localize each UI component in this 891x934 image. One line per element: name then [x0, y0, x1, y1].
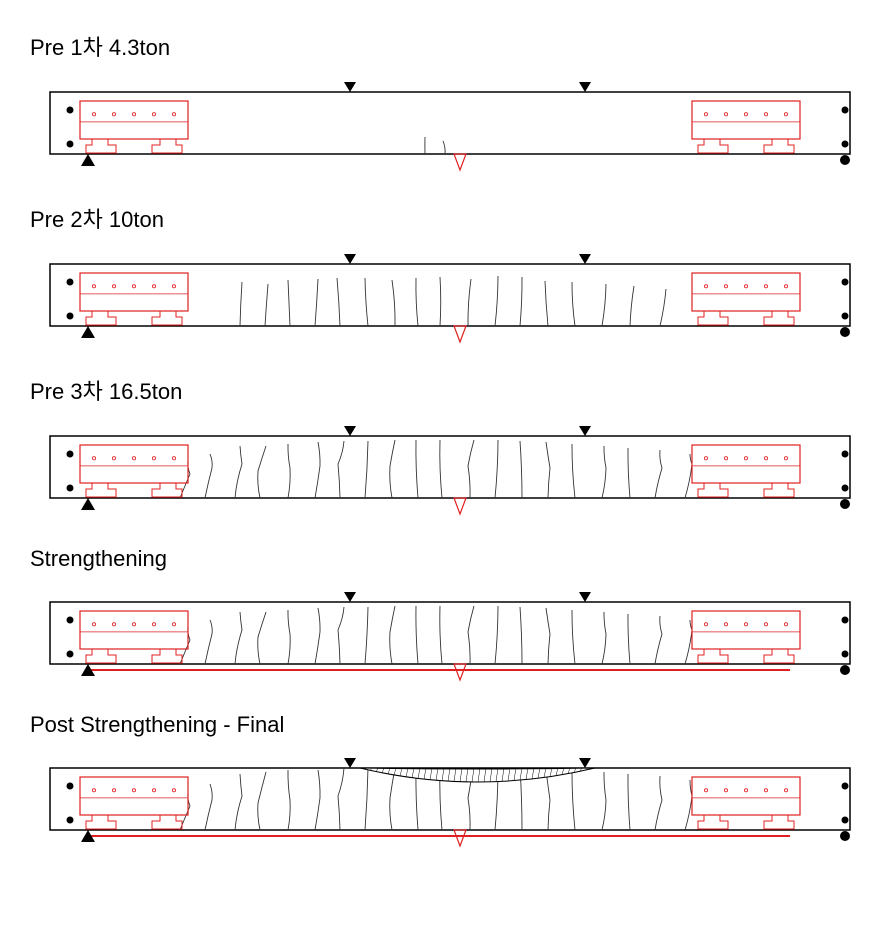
stage-title: Pre 1차 4.3ton: [30, 30, 861, 62]
stage-block: Strengthening: [30, 546, 861, 682]
beam-diagram: [30, 416, 850, 516]
left-support-icon: [81, 498, 95, 510]
stage-block: Pre 2차 10ton: [30, 202, 861, 344]
stage-title: Post Strengthening - Final: [30, 712, 861, 738]
beam-diagram: [30, 72, 850, 172]
stage-block: Post Strengthening - Final: [30, 712, 861, 848]
stage-title: Pre 3차 16.5ton: [30, 374, 861, 406]
right-support-dot: [840, 665, 850, 675]
load-point-1-icon: [344, 758, 356, 768]
load-point-2-icon: [579, 426, 591, 436]
center-gauge-icon: [454, 326, 466, 342]
left-support-icon: [81, 326, 95, 338]
beam-diagram: [30, 582, 850, 682]
center-gauge-icon: [454, 830, 466, 846]
load-point-1-icon: [344, 426, 356, 436]
beam-diagram: [30, 748, 850, 848]
left-support-icon: [81, 154, 95, 166]
right-support-dot: [840, 327, 850, 337]
center-gauge-icon: [454, 154, 466, 170]
load-point-2-icon: [579, 254, 591, 264]
right-support-dot: [840, 155, 850, 165]
stage-title: Strengthening: [30, 546, 861, 572]
stage-block: Pre 3차 16.5ton: [30, 374, 861, 516]
center-gauge-icon: [454, 498, 466, 514]
right-support-dot: [840, 499, 850, 509]
load-point-1-icon: [344, 82, 356, 92]
stage-title: Pre 2차 10ton: [30, 202, 861, 234]
load-point-2-icon: [579, 82, 591, 92]
load-point-2-icon: [579, 758, 591, 768]
right-support-dot: [840, 831, 850, 841]
load-point-1-icon: [344, 592, 356, 602]
center-gauge-icon: [454, 664, 466, 680]
load-point-2-icon: [579, 592, 591, 602]
load-point-1-icon: [344, 254, 356, 264]
beam-diagram: [30, 244, 850, 344]
stage-block: Pre 1차 4.3ton: [30, 30, 861, 172]
